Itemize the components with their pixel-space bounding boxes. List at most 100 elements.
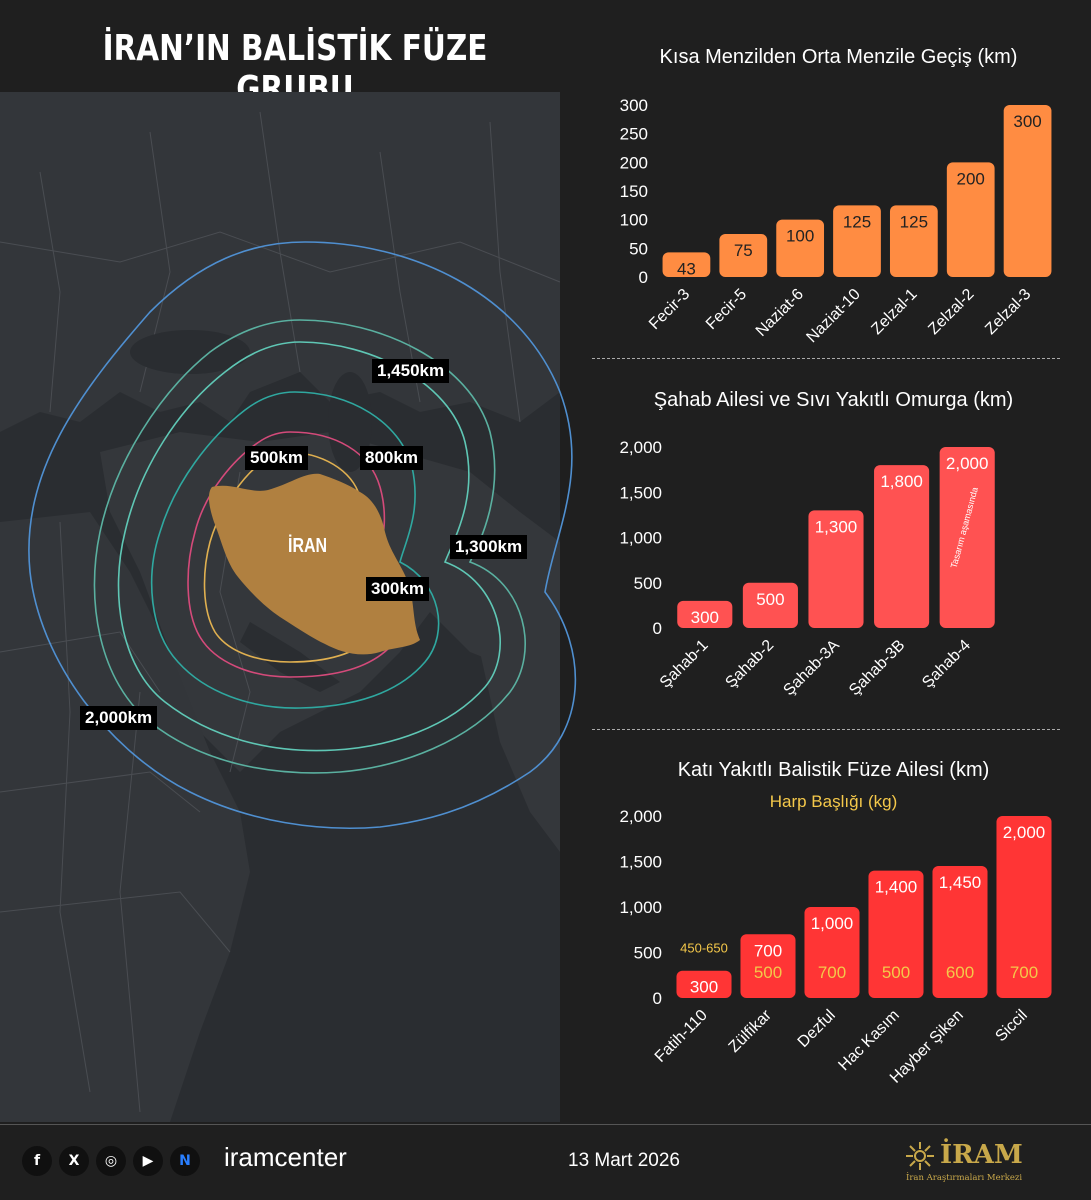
chart3-title: Katı Yakıtlı Balistik Füze Ailesi (km) — [677, 759, 990, 781]
black-sea — [130, 330, 250, 374]
land-india — [480, 632, 560, 852]
bar — [833, 205, 881, 277]
x-tick-label: Fecir-3 — [646, 286, 693, 333]
bar — [804, 907, 860, 998]
logo-emblem-icon — [906, 1142, 934, 1170]
data-label: 300 — [1013, 112, 1041, 131]
land-africa — [0, 512, 250, 1122]
y-tick-label: 1,500 — [619, 483, 662, 502]
range-ring-2000 — [28, 241, 577, 829]
page-title: İRAN’IN BALİSTİK FÜZE GRUBU — [102, 28, 488, 110]
x-tick-label: Şahab-4 — [919, 637, 974, 692]
data-label: 75 — [734, 241, 753, 260]
bar — [676, 970, 732, 998]
persian-gulf — [240, 622, 340, 692]
footer-divider — [0, 1124, 1091, 1125]
map-edge-band — [560, 92, 590, 1122]
data-label: 1,450 — [939, 873, 982, 892]
y-tick-label: 1,000 — [619, 529, 662, 548]
range-ring-800 — [150, 391, 440, 709]
warhead-label: 600 — [946, 963, 974, 982]
bar — [932, 866, 988, 998]
logo-text: İRAM — [940, 1140, 1023, 1170]
data-label: 1,300 — [815, 517, 858, 536]
divider-1 — [592, 358, 1060, 359]
data-label: 2,000 — [946, 454, 989, 473]
range-label-1300: 1,300km — [450, 535, 528, 559]
range-ring-1450 — [93, 319, 526, 774]
data-label: 100 — [786, 227, 814, 246]
publish-date: 13 Mart 2026 — [568, 1150, 680, 1171]
range-label-300: 300km — [366, 577, 429, 601]
range-label-500: 500km — [245, 446, 308, 470]
bar — [677, 600, 733, 628]
nsosyal-icon[interactable]: N — [170, 1146, 200, 1176]
y-tick-label: 1,500 — [619, 853, 662, 872]
y-tick-label: 200 — [620, 153, 648, 172]
data-label: 125 — [843, 212, 871, 231]
x-tick-label: Siccil — [992, 1007, 1030, 1045]
warhead-label: 700 — [1010, 963, 1038, 982]
bar — [808, 510, 864, 628]
youtube-icon[interactable]: ▶ — [133, 1146, 163, 1176]
bar — [996, 816, 1052, 998]
data-label: 1,800 — [880, 472, 923, 491]
bar — [1003, 105, 1052, 277]
y-tick-label: 500 — [634, 944, 662, 963]
range-label-1450: 1,450km — [372, 359, 450, 383]
x-tick-label: Şahab-3A — [780, 637, 843, 700]
x-tick-label: Naziat-6 — [753, 286, 807, 340]
x-tick-label: Şahab-3B — [846, 637, 908, 699]
y-tick-label: 300 — [620, 96, 648, 115]
data-label: 1,000 — [811, 914, 854, 933]
bar — [868, 870, 924, 998]
range-label-800: 800km — [360, 446, 423, 470]
chart3-subtitle: Harp Başlığı (kg) — [769, 792, 898, 811]
bar — [946, 162, 995, 277]
chart2-svg: 0 500 1,000 1,500 2,000 300 Şahab-1 500 Şahab-2 1… — [619, 438, 995, 700]
logo-subtext: İran Araştırmaları Merkezi — [906, 1173, 1023, 1183]
bar — [874, 465, 930, 628]
bar — [740, 934, 796, 998]
warhead-label: 500 — [882, 963, 910, 982]
x-tick-label: Dezful — [795, 1007, 839, 1051]
y-tick-label: 2,000 — [619, 438, 662, 457]
x-tick-label: Hac Kasım — [835, 1007, 902, 1074]
y-tick-label: 0 — [653, 989, 662, 1008]
bar — [939, 447, 995, 628]
warhead-label: 500 — [754, 963, 782, 982]
data-label: 43 — [677, 259, 696, 278]
iran-shape — [208, 473, 420, 655]
data-label: 500 — [756, 590, 784, 609]
y-tick-label: 0 — [653, 619, 662, 638]
y-tick-label: 0 — [639, 268, 648, 287]
x-tick-label: Zülfikar — [726, 1006, 776, 1056]
data-label: 300 — [690, 978, 718, 997]
x-icon[interactable]: X — [59, 1146, 89, 1176]
chart2-title: Şahab Ailesi ve Sıvı Yakıtlı Omurga (km) — [653, 389, 1014, 411]
social-handle: iramcenter — [224, 1142, 347, 1172]
data-label: 125 — [900, 212, 928, 231]
chart3-svg: 0 500 1,000 1,500 2,000 300 450-650 Fatih-110 70… — [619, 807, 1052, 1087]
x-tick-label: Şahab-1 — [657, 637, 712, 692]
data-label: 300 — [691, 608, 719, 627]
instagram-icon[interactable]: ◎ — [96, 1146, 126, 1176]
divider-2 — [592, 729, 1060, 730]
map-svg — [0, 92, 590, 1122]
x-tick-label: Zelzal-1 — [868, 286, 920, 338]
y-tick-label: 250 — [620, 125, 648, 144]
land-europe — [0, 92, 560, 432]
facebook-icon[interactable]: f — [22, 1146, 52, 1176]
y-tick-label: 50 — [629, 239, 648, 258]
iran-country-label: İRAN — [288, 535, 328, 557]
y-tick-label: 100 — [620, 211, 648, 230]
bar — [889, 205, 938, 277]
range-map: 1,450km 500km 800km 1,300km 300km 2,000k… — [0, 92, 590, 1122]
x-tick-label: Fecir-5 — [703, 286, 750, 333]
x-tick-label: Zelzal-2 — [925, 286, 977, 338]
data-label: 700 — [754, 941, 782, 960]
range-ring-1300 — [117, 341, 501, 752]
y-tick-label: 500 — [634, 574, 662, 593]
iram-logo: İRAM İran Araştırmaları Merkezi — [902, 1140, 1032, 1190]
data-label: 200 — [957, 169, 985, 188]
